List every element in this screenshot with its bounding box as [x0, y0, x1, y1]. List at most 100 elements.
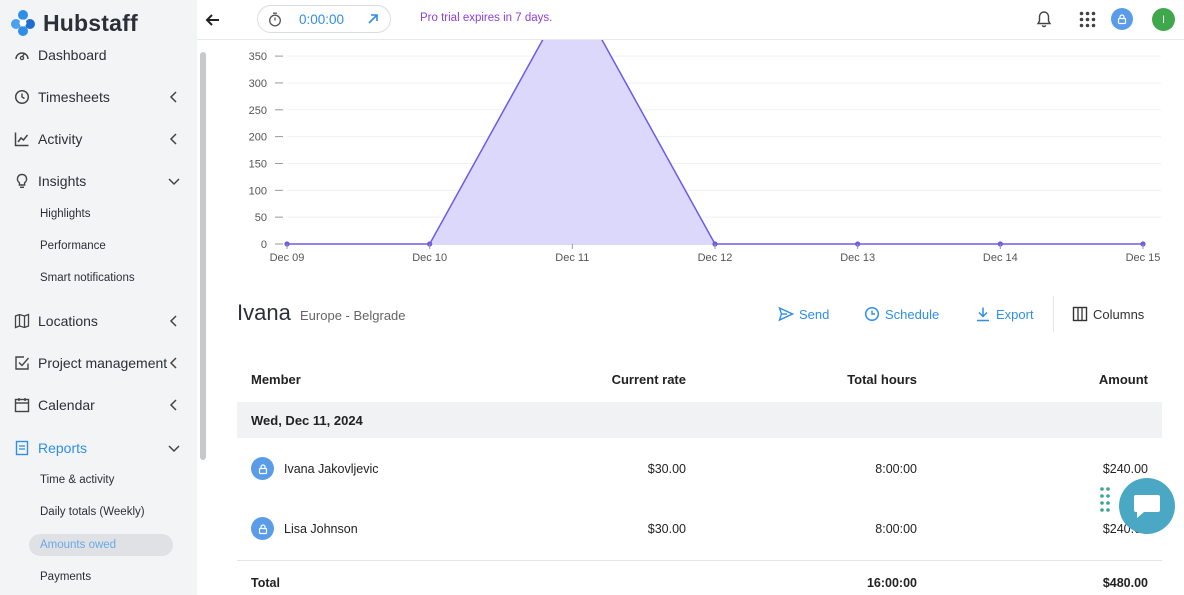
columns-button[interactable]: Columns	[1072, 305, 1144, 323]
timer-value: 0:00:00	[299, 11, 345, 27]
topbar: 0:00:00 Pro trial expires in 7 days. I	[197, 0, 1184, 40]
member-avatar	[251, 517, 274, 540]
activity-icon	[14, 131, 30, 147]
sidebar-subitem-amounts-owed[interactable]: Amounts owed	[29, 534, 173, 556]
x-tick-label: Dec 14	[983, 252, 1018, 264]
export-button[interactable]: Export	[975, 305, 1034, 323]
user-avatar[interactable]: I	[1152, 8, 1175, 31]
lightbulb-icon	[14, 173, 30, 189]
member-name: Ivana	[237, 300, 291, 325]
y-tick-label: 0	[261, 239, 267, 251]
sidebar-item-label: Locations	[38, 313, 98, 329]
member-location: Europe - Belgrade	[300, 308, 406, 323]
sidebar-subitem-performance[interactable]: Performance	[40, 240, 106, 252]
sidebar-item-reports[interactable]: Reports	[0, 433, 197, 463]
chevron-left-icon	[169, 315, 177, 327]
sidebar-item-timesheets[interactable]: Timesheets	[0, 82, 197, 112]
sidebar-item-label: Reports	[38, 440, 88, 456]
hubstaff-logo-icon	[11, 10, 35, 36]
stopwatch-icon	[269, 12, 281, 26]
y-tick-label: 50	[255, 212, 267, 224]
sidebar-item-label: Project management	[38, 355, 168, 371]
sidebar-scrollbar[interactable]	[200, 52, 206, 460]
x-tick-label: Dec 13	[840, 252, 875, 264]
chat-button[interactable]	[1119, 478, 1175, 534]
chevron-left-icon	[169, 357, 177, 369]
sidebar-item-insights[interactable]: Insights	[0, 166, 197, 196]
sidebar-subitem-time-activity[interactable]: Time & activity	[40, 474, 115, 486]
collapse-sidebar-arrow-icon[interactable]	[203, 10, 223, 30]
column-header-member[interactable]: Member	[251, 372, 301, 387]
sidebar-item-activity[interactable]: Activity	[0, 124, 197, 154]
sidebar-subitem-highlights[interactable]: Highlights	[40, 208, 91, 220]
timer-widget[interactable]: 0:00:00	[257, 5, 391, 33]
chevron-left-icon	[169, 133, 177, 145]
column-header-amount[interactable]: Amount	[1098, 372, 1148, 387]
x-tick-label: Dec 09	[270, 252, 305, 264]
row-hours: 8:00:00	[875, 462, 917, 476]
column-header-rate[interactable]: Current rate	[611, 372, 686, 387]
report-icon	[14, 440, 30, 456]
schedule-label: Schedule	[885, 306, 940, 322]
x-tick-label: Dec 15	[1126, 252, 1161, 264]
x-tick-label: Dec 12	[698, 252, 733, 264]
y-tick-label: 200	[249, 132, 267, 144]
calendar-icon	[14, 397, 30, 413]
chevron-left-icon	[169, 91, 177, 103]
columns-label: Columns	[1093, 306, 1145, 322]
sidebar-item-label: Activity	[38, 131, 83, 147]
sidebar-subitem-smart-notifications[interactable]: Smart notifications	[40, 272, 135, 284]
series-area	[287, 40, 1143, 244]
x-tick-label: Dec 10	[412, 252, 447, 264]
amounts-chart: 0 50 100 150 200 250 300 350 Dec 09 Dec 10 Dec 11 D…	[237, 40, 1177, 280]
lock-icon	[1117, 14, 1127, 25]
sidebar-item-label: Dashboard	[38, 47, 107, 63]
column-header-hours[interactable]: Total hours	[847, 372, 917, 387]
drag-handle-icon[interactable]	[1099, 486, 1111, 514]
series-line	[287, 40, 1143, 245]
total-divider	[237, 560, 1162, 561]
y-tick-label: 350	[249, 51, 267, 63]
sidebar-subitem-payments[interactable]: Payments	[40, 571, 92, 583]
open-timer-arrow-icon[interactable]	[366, 12, 380, 26]
chart-svg: 0 50 100 150 200 250 300 350 Dec 09 Dec 10 Dec 11 D…	[249, 40, 1161, 264]
row-member-name[interactable]: Ivana Jakovljevic	[284, 462, 379, 476]
y-tick-label: 300	[249, 78, 267, 90]
send-button[interactable]: Send	[778, 305, 829, 323]
chevron-left-icon	[169, 399, 177, 411]
app-name: Hubstaff	[43, 9, 138, 36]
sidebar-item-calendar[interactable]: Calendar	[0, 390, 197, 420]
send-label: Send	[799, 306, 830, 322]
sidebar-item-dashboard[interactable]: Dashboard	[0, 40, 197, 70]
y-tick-label: 100	[249, 185, 267, 197]
total-hours: 16:00:00	[866, 576, 917, 590]
y-tick-label: 150	[249, 158, 267, 170]
x-tick-label: Dec 11	[555, 252, 589, 264]
actions-divider	[1053, 296, 1054, 332]
row-rate: $30.00	[647, 462, 686, 476]
chevron-down-icon	[168, 178, 180, 186]
logo[interactable]: Hubstaff	[9, 9, 138, 37]
map-icon	[14, 313, 30, 329]
sidebar-item-label: Timesheets	[38, 89, 110, 105]
sidebar-item-locations[interactable]: Locations	[0, 306, 197, 336]
export-label: Export	[996, 306, 1034, 322]
member-avatar	[251, 457, 274, 480]
schedule-button[interactable]: Schedule	[864, 305, 939, 323]
apps-grid-icon[interactable]	[1079, 11, 1096, 28]
bell-icon[interactable]	[1036, 10, 1052, 28]
dashboard-icon	[14, 47, 30, 63]
row-rate: $30.00	[647, 522, 686, 536]
sidebar-subitem-daily-totals[interactable]: Daily totals (Weekly)	[40, 506, 145, 518]
date-group-row: Wed, Dec 11, 2024	[237, 402, 1162, 438]
trial-notice[interactable]: Pro trial expires in 7 days.	[420, 12, 553, 24]
organization-avatar[interactable]	[1111, 8, 1133, 30]
clock-icon	[14, 89, 30, 105]
columns-icon	[1072, 306, 1088, 322]
sidebar-item-project-management[interactable]: Project management	[0, 348, 197, 378]
row-member-name[interactable]: Lisa Johnson	[284, 522, 358, 536]
lock-icon	[258, 523, 267, 534]
sidebar: Hubstaff Dashboard Timesheets Activity	[0, 0, 197, 595]
chevron-down-icon	[168, 445, 180, 453]
